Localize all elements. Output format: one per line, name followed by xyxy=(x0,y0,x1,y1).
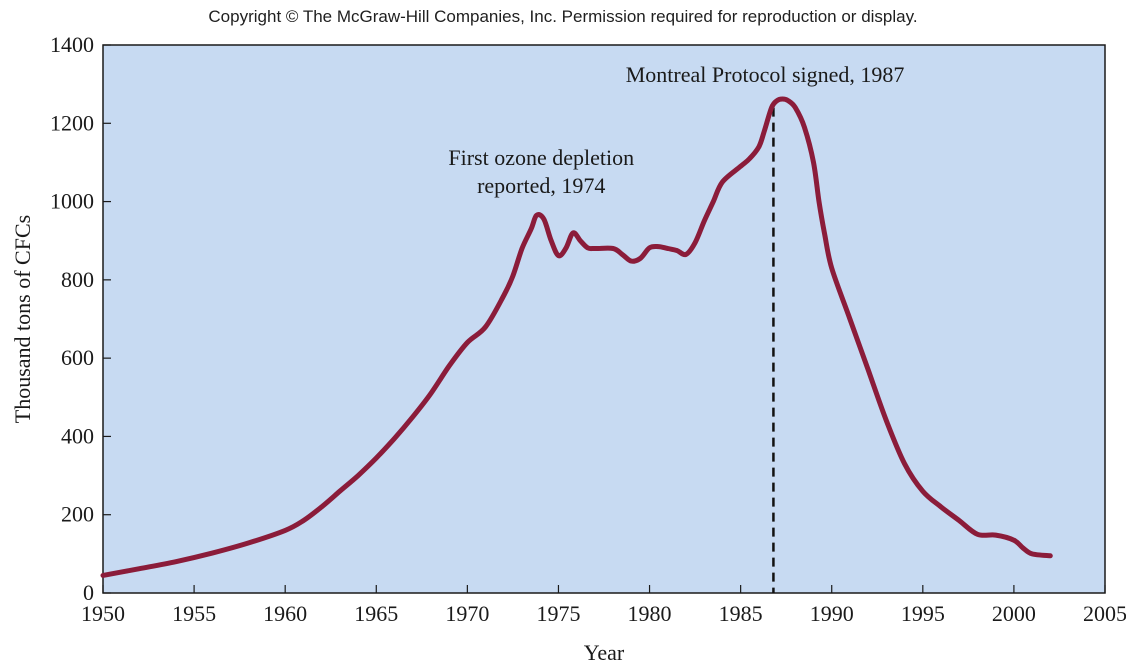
x-tick-label: 1975 xyxy=(536,601,580,626)
annotation-montreal-protocol: Montreal Protocol signed, 1987 xyxy=(626,62,905,87)
copyright-notice: Copyright © The McGraw-Hill Companies, I… xyxy=(208,7,917,26)
cfc-production-line xyxy=(100,96,1053,578)
y-tick-label: 1000 xyxy=(50,189,94,214)
y-tick-label: 1400 xyxy=(50,32,94,57)
y-tick-label: 200 xyxy=(61,502,94,527)
y-tick-label: 400 xyxy=(61,423,94,448)
y-tick-label: 600 xyxy=(61,345,94,370)
x-tick-label: 1950 xyxy=(81,601,125,626)
annotation-ozone-depletion-line: First ozone depletion xyxy=(448,145,634,170)
x-tick-label: 1985 xyxy=(719,601,763,626)
x-axis-label: Year xyxy=(584,640,625,665)
y-tick-label: 800 xyxy=(61,267,94,292)
x-tick-label: 1955 xyxy=(172,601,216,626)
y-axis-ticks: 0 200 400 600 800 1000 1200 1400 xyxy=(50,32,111,605)
x-tick-label: 1995 xyxy=(901,601,945,626)
plot-area xyxy=(102,44,1106,594)
x-tick-label: 1990 xyxy=(810,601,854,626)
x-tick-label: 1980 xyxy=(628,601,672,626)
y-axis-label: Thousand tons of CFCs xyxy=(10,215,35,423)
x-tick-label: 1970 xyxy=(445,601,489,626)
x-tick-label: 1965 xyxy=(354,601,398,626)
x-tick-label: 2000 xyxy=(992,601,1036,626)
x-axis-ticks: 1950 1955 1960 1965 1970 1975 1980 1985 1990 1995… xyxy=(81,585,1126,626)
y-tick-label: 0 xyxy=(83,580,94,605)
x-tick-label: 1960 xyxy=(263,601,307,626)
annotation-ozone-depletion-line: reported, 1974 xyxy=(477,173,605,198)
annotations: First ozone depletion reported, 1974 Montr… xyxy=(448,62,904,198)
x-tick-label: 2005 xyxy=(1083,601,1126,626)
y-tick-label: 1200 xyxy=(50,110,94,135)
